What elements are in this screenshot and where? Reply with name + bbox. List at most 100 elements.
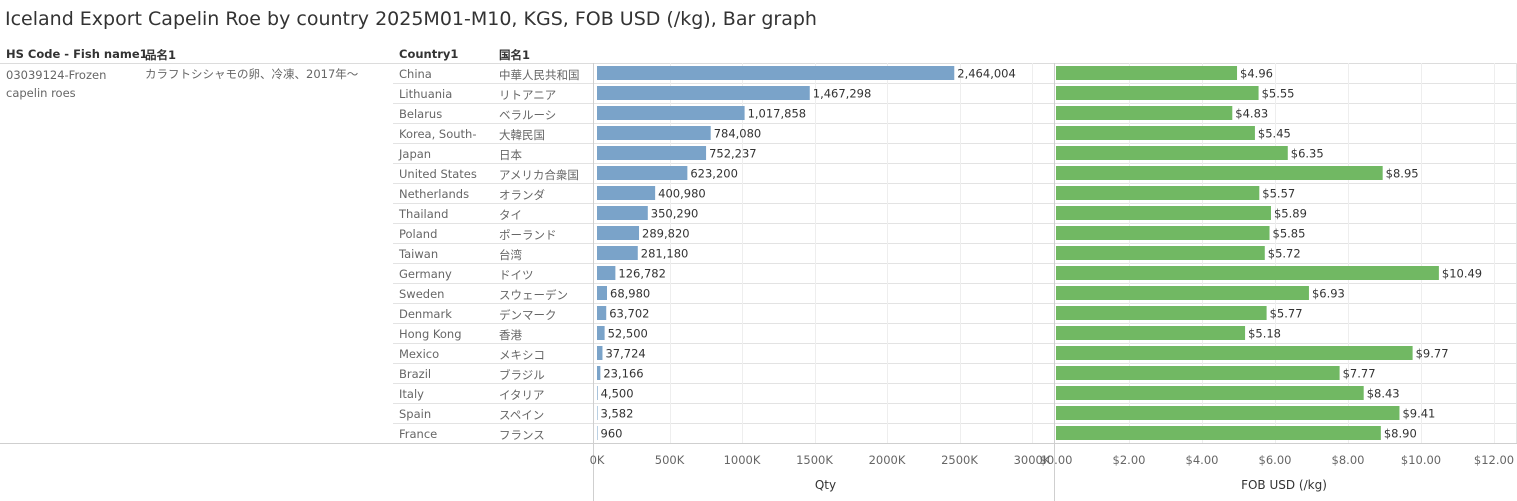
fob-value-label: $9.77 <box>1416 347 1449 361</box>
fob-bar <box>1056 166 1383 180</box>
qty-value-label: 281,180 <box>641 247 689 261</box>
qty-tick-label: 500K <box>655 453 685 467</box>
country-label: Sweden <box>399 287 445 301</box>
qty-value-label: 350,290 <box>651 207 699 221</box>
fob-value-label: $7.77 <box>1343 367 1376 381</box>
qty-tick-label: 1500K <box>796 453 833 467</box>
fob-value-label: $5.89 <box>1274 207 1307 221</box>
qty-bar <box>597 86 810 100</box>
fob-bar <box>1056 126 1255 140</box>
fob-bar <box>1056 366 1340 380</box>
qty-value-label: 23,166 <box>603 367 643 381</box>
country-jp-label: メキシコ <box>499 348 545 362</box>
qty-tick-label: 2500K <box>941 453 978 467</box>
fob-bar <box>1056 306 1267 320</box>
qty-bar <box>597 306 607 320</box>
qty-bar <box>597 266 616 280</box>
fob-value-label: $8.90 <box>1384 427 1417 441</box>
country-label: Poland <box>399 227 438 241</box>
qty-bar <box>597 346 603 360</box>
country-label: France <box>399 427 438 441</box>
country-label: Germany <box>399 267 452 281</box>
qty-value-label: 63,702 <box>609 307 649 321</box>
country-jp-label: スウェーデン <box>499 288 568 302</box>
country-jp-label: ブラジル <box>499 368 545 382</box>
fob-tick-label: $10.00 <box>1401 453 1441 467</box>
country-jp-label: フランス <box>499 428 545 442</box>
qty-tick-label: 2000K <box>869 453 906 467</box>
qty-value-label: 400,980 <box>658 187 706 201</box>
fob-value-label: $4.96 <box>1240 67 1273 81</box>
jp-name-value: カラフトシシャモの卵、冷凍、2017年〜 <box>145 67 359 81</box>
fob-bar <box>1056 226 1270 240</box>
qty-value-label: 4,500 <box>601 387 634 401</box>
qty-value-label: 623,200 <box>690 167 738 181</box>
header-hs-code[interactable]: HS Code - Fish name1 <box>6 47 148 61</box>
fob-axis-title: FOB USD (/kg) <box>1241 478 1327 492</box>
country-jp-label: 日本 <box>499 148 522 162</box>
country-label: Taiwan <box>399 247 439 261</box>
qty-bar <box>597 246 638 260</box>
fob-bar <box>1056 66 1238 80</box>
qty-value-label: 37,724 <box>605 347 645 361</box>
fob-tick-label: $4.00 <box>1186 453 1219 467</box>
header-country[interactable]: Country1 <box>399 47 459 61</box>
fob-value-label: $5.18 <box>1248 327 1281 341</box>
country-jp-label: ドイツ <box>499 268 534 282</box>
qty-value-label: 1,017,858 <box>748 107 807 121</box>
country-jp-label: スペイン <box>499 408 545 422</box>
fob-value-label: $6.93 <box>1312 287 1345 301</box>
country-label: Thailand <box>399 207 449 221</box>
fob-bar <box>1056 186 1260 200</box>
qty-bar <box>597 126 711 140</box>
country-label: Lithuania <box>399 87 453 101</box>
qty-bar <box>597 386 598 400</box>
country-label: Japan <box>399 147 432 161</box>
qty-value-label: 126,782 <box>618 267 666 281</box>
country-jp-label: ベラルーシ <box>499 108 557 122</box>
hs-code-value: 03039124-Frozen capelin roes <box>6 68 107 100</box>
header-jp-name[interactable]: 品名1 <box>145 48 177 62</box>
qty-value-label: 752,237 <box>709 147 757 161</box>
qty-bar <box>597 206 648 220</box>
fob-bar <box>1056 206 1271 220</box>
fob-bar <box>1056 326 1246 340</box>
fob-bar <box>1056 86 1259 100</box>
header-country-jp[interactable]: 国名1 <box>499 48 531 62</box>
qty-value-label: 68,980 <box>610 287 650 301</box>
qty-value-label: 784,080 <box>714 127 762 141</box>
qty-tick-label: 3000K <box>1014 453 1051 467</box>
qty-value-label: 960 <box>601 427 623 441</box>
fob-value-label: $10.49 <box>1442 267 1482 281</box>
country-label: Italy <box>399 387 424 401</box>
country-label: Belarus <box>399 107 443 121</box>
qty-bar <box>597 366 601 380</box>
country-label: Brazil <box>399 367 432 381</box>
qty-bar <box>597 146 707 160</box>
country-jp-label: アメリカ合衆国 <box>499 168 579 182</box>
fob-value-label: $8.95 <box>1386 167 1419 181</box>
fob-value-label: $5.45 <box>1258 127 1291 141</box>
qty-bar <box>597 326 605 340</box>
fob-value-label: $5.77 <box>1270 307 1303 321</box>
qty-bar <box>597 166 688 180</box>
country-jp-label: 中華人民共和国 <box>499 68 580 82</box>
country-jp-label: オランダ <box>499 188 545 202</box>
fob-tick-label: $8.00 <box>1332 453 1365 467</box>
qty-value-label: 289,820 <box>642 227 690 241</box>
fob-bar <box>1056 266 1439 280</box>
fob-tick-label: $6.00 <box>1259 453 1292 467</box>
fob-value-label: $5.57 <box>1262 187 1295 201</box>
country-jp-label: イタリア <box>499 388 545 402</box>
country-label: China <box>399 67 432 81</box>
fob-value-label: $5.85 <box>1273 227 1306 241</box>
country-label: United States <box>399 167 477 181</box>
country-label: Korea, South- <box>399 127 477 141</box>
qty-value-label: 2,464,004 <box>957 67 1016 81</box>
fob-bar <box>1056 246 1265 260</box>
country-label: Denmark <box>399 307 452 321</box>
fob-value-label: $5.72 <box>1268 247 1301 261</box>
fob-value-label: $6.35 <box>1291 147 1324 161</box>
fob-bar <box>1056 146 1288 160</box>
